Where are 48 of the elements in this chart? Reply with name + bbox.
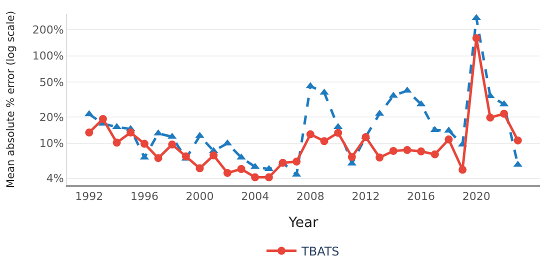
point [98,114,107,123]
point [126,128,135,137]
point [458,166,467,174]
x-tick-label: 2012 [352,190,380,203]
point [140,140,148,148]
y-tick-label: 100% [32,50,64,63]
x-tick-label: 2020 [462,190,490,203]
point [182,152,190,160]
y-tick-label: 50% [39,76,64,90]
point [430,150,439,158]
point [292,158,301,166]
y-tick-label: 200% [32,23,64,36]
y-tick-label: 10% [39,137,64,150]
y-axis-title: Mean absolute % error (log scale) [5,10,18,188]
point [210,151,218,160]
point [251,173,260,182]
point [389,146,398,155]
x-axis-title: Year [288,214,319,231]
point [472,34,480,42]
x-tick-label: 1996 [130,190,158,203]
point [403,146,412,154]
point [334,128,342,137]
point [444,135,453,144]
point [514,136,522,144]
x-tick-label: 2004 [241,190,270,203]
point [223,168,232,177]
y-tick-label: 20% [39,110,64,124]
x-tick-label: 2016 [407,190,436,203]
point [320,137,328,146]
point [85,128,94,137]
x-tick-label: 1992 [75,190,104,203]
point [196,164,204,172]
point [417,147,426,156]
point [362,133,370,142]
x-tick-label: 2008 [296,190,324,203]
point [306,130,314,138]
point [500,110,508,118]
y-tick-label: 4% [46,172,64,186]
point [112,138,121,147]
point [237,165,246,174]
point [348,152,356,161]
point [168,140,176,149]
legend-label: TBATS [300,244,340,258]
x-tick-label: 2000 [186,190,214,203]
point [264,173,273,182]
point [376,154,384,162]
point [154,154,162,162]
point [486,114,494,122]
